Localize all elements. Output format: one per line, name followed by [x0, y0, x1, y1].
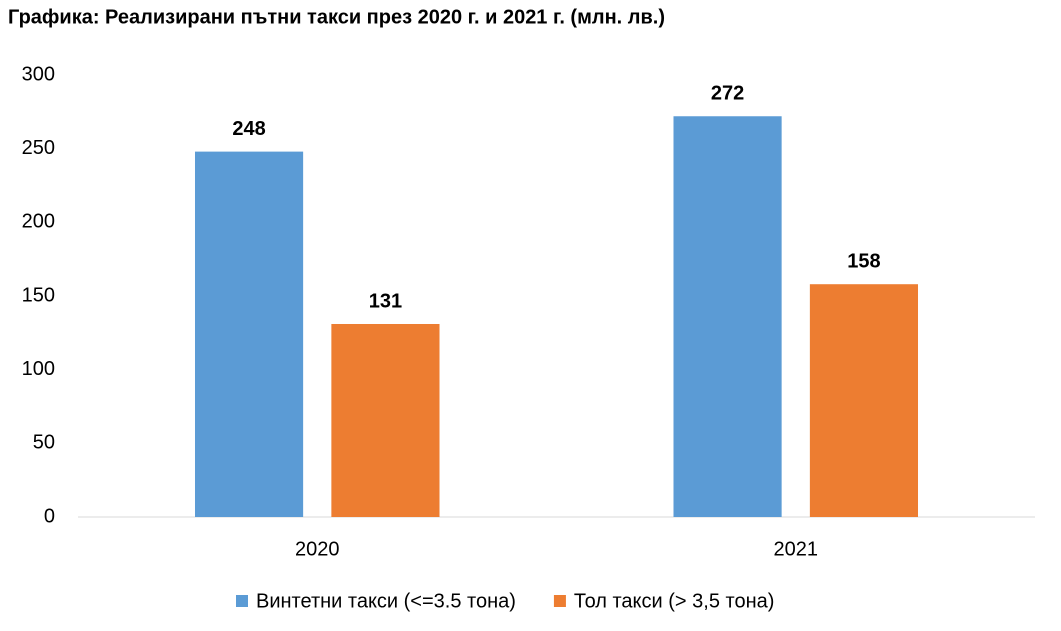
bar	[673, 116, 782, 518]
chart-title: Графика: Реализирани пътни такси през 20…	[8, 6, 665, 28]
y-tick-label: 50	[33, 432, 55, 454]
bar	[331, 323, 440, 517]
x-tick-label: 2020	[295, 538, 340, 560]
x-tick-label: 2021	[774, 538, 819, 560]
legend-swatch	[553, 595, 566, 607]
y-tick-label: 0	[44, 505, 55, 527]
value-label: 248	[232, 118, 265, 140]
legend-swatch	[236, 595, 248, 607]
value-label: 131	[369, 290, 402, 312]
value-label: 158	[847, 250, 880, 272]
bar	[194, 151, 304, 517]
legend-label: Тол такси (> 3,5 тона)	[574, 590, 774, 612]
bar	[809, 284, 919, 517]
value-label: 272	[711, 83, 744, 105]
y-tick-label: 150	[22, 284, 55, 306]
y-tick-label: 250	[22, 137, 55, 159]
y-tick-label: 300	[22, 63, 55, 85]
y-tick-label: 200	[22, 211, 55, 233]
legend-label: Винтетни такси (<=3.5 тона)	[256, 590, 516, 612]
y-tick-label: 100	[22, 358, 55, 380]
